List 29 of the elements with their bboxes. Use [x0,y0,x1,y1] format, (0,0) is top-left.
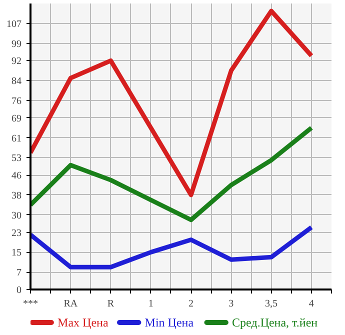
x-tick-label: 1 [148,298,154,310]
legend-label: Max Цена [58,316,109,330]
x-tick-label: 3,5 [265,298,278,310]
y-tick-label: 38 [12,190,22,202]
y-tick-label: 107 [6,18,22,30]
y-tick-label: 23 [12,228,22,239]
line-series [30,225,314,270]
line-series [30,126,314,222]
y-tick-label: 84 [12,76,22,88]
y-tick-label: 30 [12,210,22,222]
legend-label: Min Цена [144,316,194,330]
line-series [30,8,314,198]
legend-label: Сред.Цена, т.йен [232,316,318,330]
y-tick-label: 46 [12,170,22,182]
y-tick-label: 53 [12,153,22,164]
y-tick-label: 61 [12,133,22,144]
y-tick-label: 92 [12,56,22,68]
x-tick-label: RA [64,298,78,310]
y-tick-label: 69 [12,113,22,124]
y-tick-label: 15 [12,248,22,259]
x-tick-label: 3 [228,298,234,310]
y-tick-label: 7 [16,268,22,279]
y-tick-label: 99 [12,38,22,50]
x-tick-label: R [107,298,114,310]
y-tick-label: 0 [16,285,22,296]
x-tick-label: 2 [188,298,194,310]
x-tick-label: *** [23,298,38,310]
x-tick-label: 4 [308,298,314,310]
y-tick-label: 76 [12,96,22,107]
